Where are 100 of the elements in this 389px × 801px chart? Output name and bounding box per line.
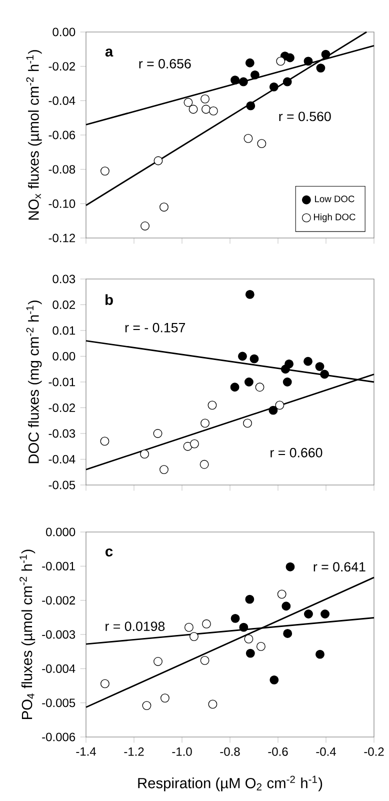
point — [239, 622, 248, 632]
point — [270, 675, 279, 684]
point — [315, 362, 324, 372]
point — [320, 610, 330, 618]
point — [255, 382, 264, 392]
text: b — [106, 294, 114, 305]
y-tick-label: -0.01 — [48, 378, 76, 386]
point — [100, 679, 110, 688]
point — [154, 657, 163, 666]
y-tick-label: 0.00 — [52, 352, 76, 360]
point — [200, 460, 209, 469]
x-tick-label: -0.4 — [316, 747, 336, 756]
x-tick-label: -1.4 — [76, 747, 96, 756]
y-tick-label: -0.005 — [42, 698, 76, 708]
x-tick-label: -0.2 — [364, 747, 384, 756]
point — [140, 222, 150, 230]
annotation: r = 0.560 — [279, 112, 331, 122]
point — [304, 610, 314, 618]
point — [202, 619, 212, 628]
y-axis-title: NO$_{x}$ fluxes (µmol cm$^{-2}$ h$^{-1}$) — [26, 50, 42, 220]
y-axis-title: PO$_{4}$ fluxes (µmol cm$^{-2}$ h$^{-1}$) — [20, 550, 36, 719]
point — [153, 429, 162, 438]
x-tick-label: -0.8 — [220, 747, 240, 756]
x-tick-label: -1.2 — [124, 747, 144, 756]
point — [239, 77, 248, 86]
point — [208, 400, 217, 410]
y-tick-label: -0.002 — [42, 596, 76, 605]
point — [250, 70, 260, 80]
y-tick-label: -0.04 — [48, 454, 76, 464]
annotation: r = 0.656 — [139, 59, 191, 68]
point — [202, 104, 211, 114]
point — [246, 648, 255, 658]
y-tick-label: 0.01 — [52, 326, 76, 335]
point — [244, 378, 254, 386]
point — [200, 94, 210, 104]
point — [284, 360, 294, 368]
point — [142, 701, 152, 710]
y-tick-label: 0.00 — [52, 28, 76, 36]
point — [208, 700, 218, 709]
point — [320, 370, 330, 379]
point — [160, 465, 169, 474]
x-axis-title: Respiration (µM O$_{2}$ cm$^{-2}$ h$^{-1}$) — [138, 776, 322, 792]
y-tick-label: -0.08 — [48, 165, 76, 174]
annotation: r = - 0.157 — [126, 322, 186, 332]
y-tick-label: -0.10 — [48, 199, 76, 208]
y-tick-label: 0.000 — [46, 528, 76, 536]
y-tick-label: -0.02 — [48, 62, 76, 71]
point — [140, 450, 150, 459]
point — [100, 436, 110, 446]
point — [244, 634, 254, 644]
point — [304, 356, 313, 366]
point — [283, 378, 292, 386]
point — [209, 106, 218, 116]
point — [250, 354, 259, 364]
point — [316, 650, 325, 659]
point — [160, 202, 169, 212]
y-tick-label: -0.003 — [42, 630, 76, 639]
y-tick-label: -0.12 — [48, 234, 76, 242]
text: a — [106, 48, 114, 57]
point — [246, 58, 254, 68]
point — [160, 694, 170, 703]
point — [200, 656, 210, 665]
point — [230, 382, 240, 392]
y-tick-label: -0.05 — [48, 480, 76, 490]
x-tick-label: -0.6 — [268, 747, 288, 756]
point — [304, 56, 313, 66]
point — [257, 139, 266, 148]
point — [282, 602, 291, 611]
point — [277, 590, 286, 599]
y-tick-label: -0.02 — [48, 403, 76, 412]
point — [100, 166, 110, 176]
y-tick-label: -0.004 — [42, 664, 76, 673]
point — [200, 418, 210, 428]
point — [154, 156, 163, 166]
point — [321, 50, 330, 59]
point — [283, 629, 292, 638]
point — [286, 562, 295, 572]
y-tick-label: -0.04 — [48, 96, 76, 105]
point — [184, 98, 193, 107]
point — [244, 134, 253, 143]
point — [230, 76, 240, 85]
point — [275, 400, 284, 410]
point — [184, 622, 194, 632]
point — [268, 406, 278, 415]
y-tick-label: -0.06 — [48, 130, 76, 140]
point — [243, 418, 252, 428]
y-tick-label: 0.03 — [52, 274, 76, 284]
y-tick-label: -0.001 — [42, 562, 76, 570]
point — [246, 101, 256, 110]
point — [188, 104, 198, 114]
legend-label: Low DOC — [315, 196, 354, 202]
annotation: r = 0.660 — [270, 448, 322, 458]
point — [190, 632, 199, 642]
point — [190, 439, 200, 448]
point — [316, 64, 326, 73]
point — [246, 290, 254, 299]
y-axis-title: DOC fluxes (mg cm$^{-2}$ h$^{-1}$) — [26, 300, 42, 464]
point — [286, 53, 295, 62]
y-tick-label: -0.006 — [42, 732, 76, 742]
text: c — [106, 548, 113, 557]
